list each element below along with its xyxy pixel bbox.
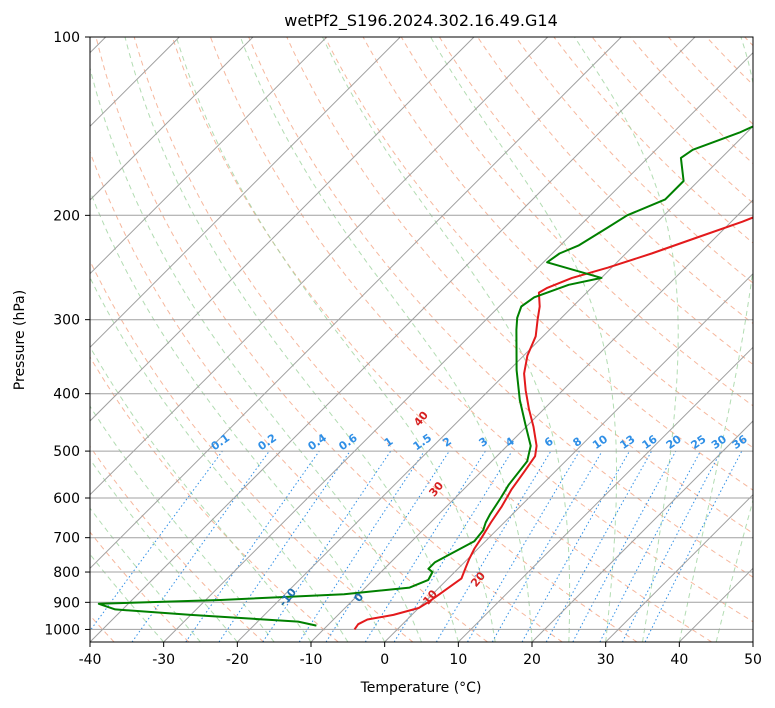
mixing-ratio-line — [393, 450, 513, 642]
isotherm — [90, 37, 475, 422]
x-tick-label: 40 — [670, 652, 688, 668]
moist-adiabat — [90, 276, 349, 642]
y-tick-label: 700 — [53, 531, 80, 547]
dry-adiabat — [210, 37, 753, 623]
mixing-ratio-line — [325, 450, 450, 642]
x-tick-label: 30 — [597, 652, 615, 668]
isotherm — [384, 272, 753, 642]
sounding-lines — [97, 125, 753, 630]
mixing-ratio-line — [572, 450, 677, 642]
dry-adiabat — [90, 150, 488, 642]
y-tick-label: 1000 — [44, 622, 80, 638]
dry-adiabat — [171, 37, 712, 642]
moist-adiabat — [574, 37, 679, 642]
x-tick-label: 20 — [523, 652, 541, 668]
moist-adiabat — [90, 65, 422, 642]
isotherm — [163, 51, 753, 642]
dry-adiabat — [90, 356, 339, 642]
mixing-ratio-line — [644, 450, 743, 642]
mixing-ratio-line — [545, 450, 653, 642]
series-line-dewpoint — [97, 125, 753, 627]
dry-adiabat — [248, 37, 753, 578]
dry-adiabat — [400, 37, 753, 407]
moist-adiabat — [90, 345, 312, 642]
moist-adiabat — [90, 553, 165, 642]
x-axis-title: Temperature (°C) — [360, 680, 482, 696]
mixing-ratio-line — [262, 450, 392, 642]
moist-adiabat — [90, 507, 201, 642]
isotherm — [90, 37, 254, 201]
dry-adiabat — [90, 445, 264, 642]
series-line-temperature — [353, 216, 753, 630]
moist-adiabat — [430, 37, 617, 642]
chart-title: wetPf2_S196.2024.302.16.49.G14 — [284, 11, 558, 31]
dry-adiabat — [515, 37, 753, 284]
isotherm — [310, 199, 753, 642]
moist-adiabat — [90, 189, 386, 642]
mixing-ratio-line — [298, 450, 425, 642]
y-tick-label: 400 — [53, 387, 80, 403]
moist-adiabat — [322, 37, 571, 642]
mixing-ratio-line — [185, 450, 320, 642]
x-tick-label: -20 — [226, 652, 249, 668]
isotherm — [90, 37, 401, 349]
mixing-ratio-line — [131, 450, 270, 642]
y-tick-label: 600 — [53, 491, 80, 507]
isotherm — [531, 420, 753, 642]
mixing-ratio-line — [521, 450, 630, 642]
y-axis-title: Pressure (hPa) — [12, 290, 28, 390]
x-tick-label: -10 — [300, 652, 323, 668]
isotherm — [457, 346, 753, 642]
dry-adiabat — [90, 531, 190, 642]
isotherm — [236, 125, 753, 642]
y-tick-label: 300 — [53, 313, 80, 329]
x-tick-label: 50 — [744, 652, 762, 668]
isotherm — [90, 37, 696, 642]
x-tick-label: -30 — [152, 652, 175, 668]
plot-frame — [89, 36, 754, 643]
y-tick-label: 900 — [53, 595, 80, 611]
dry-adiabat — [95, 37, 563, 642]
y-tick-label: 200 — [53, 208, 80, 224]
isotherm — [90, 37, 549, 496]
isotherm — [90, 37, 328, 275]
y-tick-label: 500 — [53, 444, 80, 460]
dry-adiabat — [438, 37, 753, 366]
x-tick-label: -40 — [79, 652, 102, 668]
moist-adiabat — [124, 37, 459, 642]
moist-adiabat — [239, 37, 533, 642]
isotherm — [605, 493, 753, 642]
axis-ticks: -40 -30 -20 -10 0 10 20 30 40 50 100 200 300 400 500 60… — [44, 30, 762, 668]
y-tick-label: 100 — [53, 30, 80, 46]
moist-adiabat — [175, 37, 496, 642]
isotherm — [90, 37, 622, 570]
x-tick-label: 0 — [380, 652, 389, 668]
background-lines — [90, 37, 753, 642]
y-tick-label: 800 — [53, 565, 80, 581]
dry-adiabat — [133, 37, 638, 642]
mixing-ratio-line — [90, 450, 223, 632]
x-tick-label: 10 — [449, 652, 467, 668]
